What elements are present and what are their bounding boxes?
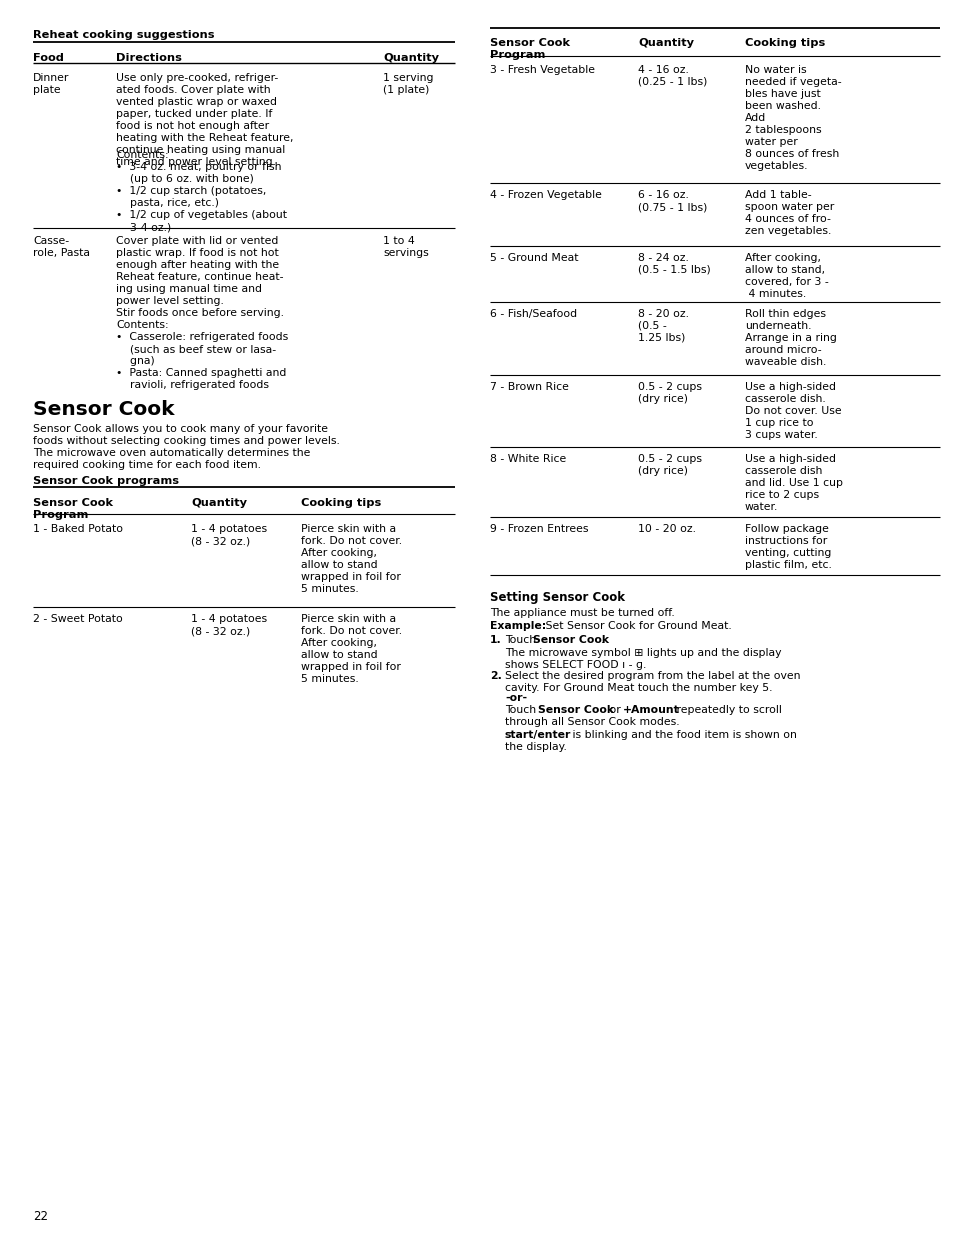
Text: Contents:: Contents: (116, 320, 169, 330)
Text: Pierce skin with a
fork. Do not cover.
After cooking,
allow to stand
wrapped in : Pierce skin with a fork. Do not cover. A… (301, 614, 402, 684)
Text: or: or (605, 705, 623, 715)
Text: 1.: 1. (490, 635, 501, 645)
Text: Quantity: Quantity (191, 498, 247, 508)
Text: Cooking tips: Cooking tips (301, 498, 381, 508)
Text: Food: Food (33, 53, 64, 63)
Text: 8 - White Rice: 8 - White Rice (490, 454, 566, 464)
Text: Use a high-sided
casserole dish
and lid. Use 1 cup
rice to 2 cups
water.: Use a high-sided casserole dish and lid.… (744, 454, 842, 513)
Text: Set Sensor Cook for Ground Meat.: Set Sensor Cook for Ground Meat. (541, 621, 731, 631)
Text: Quantity: Quantity (638, 38, 693, 48)
Text: start/enter: start/enter (504, 730, 571, 740)
Text: Sensor Cook
Program: Sensor Cook Program (490, 38, 569, 61)
Text: •  3-4 oz. meat, poultry or fish
    (up to 6 oz. with bone)
•  1/2 cup starch (: • 3-4 oz. meat, poultry or fish (up to 6… (116, 162, 287, 232)
Text: Touch: Touch (504, 635, 539, 645)
Text: 6 - 16 oz.
(0.75 - 1 lbs): 6 - 16 oz. (0.75 - 1 lbs) (638, 190, 706, 212)
Text: Directions: Directions (116, 53, 182, 63)
Text: 22: 22 (33, 1210, 48, 1223)
Text: Sensor Cook
Program: Sensor Cook Program (33, 498, 112, 520)
Text: the display.: the display. (504, 742, 566, 752)
Text: repeatedly to scroll: repeatedly to scroll (672, 705, 781, 715)
Text: Example:: Example: (490, 621, 546, 631)
Text: Select the desired program from the label at the oven
cavity. For Ground Meat to: Select the desired program from the labe… (504, 671, 800, 693)
Text: After cooking,
allow to stand,
covered, for 3 -
 4 minutes.: After cooking, allow to stand, covered, … (744, 253, 828, 299)
Text: 0.5 - 2 cups
(dry rice): 0.5 - 2 cups (dry rice) (638, 454, 701, 475)
Text: .: . (600, 635, 604, 645)
Text: 1 - 4 potatoes
(8 - 32 oz.): 1 - 4 potatoes (8 - 32 oz.) (191, 524, 267, 546)
Text: 0.5 - 2 cups
(dry rice): 0.5 - 2 cups (dry rice) (638, 382, 701, 404)
Text: 3 - Fresh Vegetable: 3 - Fresh Vegetable (490, 65, 595, 75)
Text: 8 - 20 oz.
(0.5 -
1.25 lbs): 8 - 20 oz. (0.5 - 1.25 lbs) (638, 309, 688, 343)
Text: through all Sensor Cook modes.: through all Sensor Cook modes. (504, 718, 679, 727)
Text: Roll thin edges
underneath.
Arrange in a ring
around micro-
waveable dish.: Roll thin edges underneath. Arrange in a… (744, 309, 836, 367)
Text: 6 - Fish/Seafood: 6 - Fish/Seafood (490, 309, 577, 319)
Text: Cover plate with lid or vented
plastic wrap. If food is not hot
enough after hea: Cover plate with lid or vented plastic w… (116, 236, 283, 306)
Text: No water is
needed if vegeta-
bles have just
been washed.
Add
2 tablespoons
wate: No water is needed if vegeta- bles have … (744, 65, 841, 170)
Text: Casse-
role, Pasta: Casse- role, Pasta (33, 236, 90, 258)
Text: 5 - Ground Meat: 5 - Ground Meat (490, 253, 578, 263)
Text: Reheat cooking suggestions: Reheat cooking suggestions (33, 30, 214, 40)
Text: The microwave symbol ⊞ lights up and the display
shows SELECT FOOD ı - ɡ.: The microwave symbol ⊞ lights up and the… (504, 648, 781, 671)
Text: 9 - Frozen Entrees: 9 - Frozen Entrees (490, 524, 588, 534)
Text: 2 - Sweet Potato: 2 - Sweet Potato (33, 614, 123, 624)
Text: Stir foods once before serving.: Stir foods once before serving. (116, 308, 284, 317)
Text: +Amount: +Amount (622, 705, 679, 715)
Text: 1 serving
(1 plate): 1 serving (1 plate) (382, 73, 433, 95)
Text: Sensor Cook programs: Sensor Cook programs (33, 475, 179, 487)
Text: Cooking tips: Cooking tips (744, 38, 824, 48)
Text: Use a high-sided
casserole dish.
Do not cover. Use
1 cup rice to
3 cups water.: Use a high-sided casserole dish. Do not … (744, 382, 841, 440)
Text: 7 - Brown Rice: 7 - Brown Rice (490, 382, 568, 391)
Text: Pierce skin with a
fork. Do not cover.
After cooking,
allow to stand
wrapped in : Pierce skin with a fork. Do not cover. A… (301, 524, 402, 594)
Text: 1 - Baked Potato: 1 - Baked Potato (33, 524, 123, 534)
Text: Follow package
instructions for
venting, cutting
plastic film, etc.: Follow package instructions for venting,… (744, 524, 831, 571)
Text: Sensor Cook: Sensor Cook (33, 400, 174, 419)
Text: Add 1 table-
spoon water per
4 ounces of fro-
zen vegetables.: Add 1 table- spoon water per 4 ounces of… (744, 190, 833, 236)
Text: Use only pre-cooked, refriger-
ated foods. Cover plate with
vented plastic wrap : Use only pre-cooked, refriger- ated food… (116, 73, 294, 167)
Text: Touch: Touch (504, 705, 539, 715)
Text: Quantity: Quantity (382, 53, 438, 63)
Text: Dinner
plate: Dinner plate (33, 73, 70, 95)
Text: Sensor Cook: Sensor Cook (537, 705, 614, 715)
Text: Setting Sensor Cook: Setting Sensor Cook (490, 592, 624, 604)
Text: -or-: -or- (504, 693, 527, 703)
Text: 1 to 4
servings: 1 to 4 servings (382, 236, 428, 258)
Text: 4 - Frozen Vegetable: 4 - Frozen Vegetable (490, 190, 601, 200)
Text: •  Casserole: refrigerated foods
    (such as beef stew or lasa-
    gna)
•  Pas: • Casserole: refrigerated foods (such as… (116, 332, 288, 390)
Text: The appliance must be turned off.: The appliance must be turned off. (490, 608, 674, 618)
Text: 1 - 4 potatoes
(8 - 32 oz.): 1 - 4 potatoes (8 - 32 oz.) (191, 614, 267, 636)
Text: Sensor Cook allows you to cook many of your favorite
foods without selecting coo: Sensor Cook allows you to cook many of y… (33, 424, 339, 471)
Text: 4 - 16 oz.
(0.25 - 1 lbs): 4 - 16 oz. (0.25 - 1 lbs) (638, 65, 706, 86)
Text: is blinking and the food item is shown on: is blinking and the food item is shown o… (568, 730, 796, 740)
Text: 2.: 2. (490, 671, 501, 680)
Text: 8 - 24 oz.
(0.5 - 1.5 lbs): 8 - 24 oz. (0.5 - 1.5 lbs) (638, 253, 710, 275)
Text: Sensor Cook: Sensor Cook (533, 635, 608, 645)
Text: 10 - 20 oz.: 10 - 20 oz. (638, 524, 696, 534)
Text: Contents:: Contents: (116, 149, 169, 161)
